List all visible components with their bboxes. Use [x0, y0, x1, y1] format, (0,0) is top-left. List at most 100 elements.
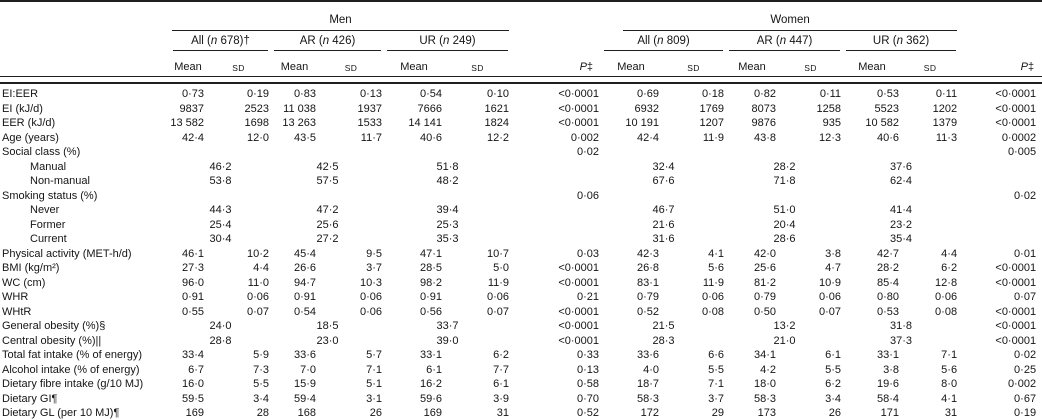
p-value: 0·58	[577, 378, 600, 391]
p-value: 0·02	[1014, 349, 1037, 362]
cell-value: 0·06	[702, 291, 725, 304]
cell-value: 0·13	[359, 88, 382, 101]
spacer-cell	[601, 145, 959, 160]
subgroup-label: AR (	[299, 35, 323, 48]
table-row: Former 25·4 25·6 25·3 21·6 20·4 23·2	[0, 218, 1042, 233]
cell-value: 0·91	[293, 291, 316, 304]
cell-value: 32·4	[652, 160, 675, 173]
cell-value: 85·4	[877, 276, 900, 289]
cell-value: 0·06	[246, 291, 269, 304]
sd-header: SD	[444, 51, 512, 77]
cell-value: 6·2	[825, 378, 842, 391]
subgroup-header-row: All (n 678)† AR (n 426) UR (n 249) All (…	[0, 31, 1042, 51]
cell-value: 34·1	[754, 349, 777, 362]
table-row: Physical activity (MET-h/d) 46·1 10·2 45·4 9…	[0, 247, 1042, 262]
cell-value: 5·1	[366, 378, 382, 391]
n-symbol: n	[322, 35, 330, 48]
cell-value: 18·7	[637, 378, 660, 391]
cell-value: 42·5	[316, 160, 339, 173]
cell-value: 83·1	[637, 276, 660, 289]
cell-value: 3·8	[883, 363, 900, 376]
p-header: P‡	[959, 51, 1042, 77]
row-label: WC (cm)	[2, 276, 46, 289]
cell-value: 0·06	[487, 291, 510, 304]
cell-value: 6·6	[708, 349, 725, 362]
subgroup-label: 249)	[449, 35, 476, 48]
sd-header: SD	[778, 51, 844, 77]
p-value: 0·01	[1014, 247, 1037, 260]
subgroup-label: 362)	[902, 35, 930, 48]
cell-value: 57·5	[316, 175, 339, 188]
cell-value: 71·8	[773, 175, 796, 188]
cell-value: 81·2	[754, 276, 777, 289]
p-value: 0·0002	[1001, 131, 1037, 144]
women-header-cell: Women	[601, 1, 959, 31]
row-label: Current	[30, 233, 67, 246]
spacer-cell	[0, 51, 170, 77]
subgroup-label: 809)	[663, 35, 690, 48]
cell-value: 10·2	[246, 247, 269, 260]
p-value: 0·02	[1014, 189, 1037, 202]
cell-value: 7666	[417, 102, 442, 115]
row-label: Age (years)	[2, 131, 59, 144]
cell-value: 0·11	[935, 88, 958, 101]
cell-value: 35·3	[436, 233, 459, 246]
cell-value: 42·4	[637, 131, 660, 144]
cell-value: 28·3	[652, 334, 675, 347]
table-row: Social class (%) 0·02 0·005	[0, 145, 1042, 160]
cell-value: 26·6	[293, 262, 316, 275]
cell-value: 21·0	[773, 334, 796, 347]
cell-value: 51·0	[773, 204, 796, 217]
cell-value: 11·0	[247, 276, 269, 289]
cell-value: 31·8	[890, 320, 913, 333]
cell-value: 59·6	[419, 392, 442, 405]
cell-value: 1207	[699, 117, 725, 130]
p-value: 0·21	[577, 291, 600, 304]
row-label: Dietary fibre intake (g/10 MJ)	[2, 378, 144, 391]
cell-value: 27·2	[316, 233, 339, 246]
cell-value: 42·7	[877, 247, 900, 260]
cell-value: 20·4	[773, 218, 796, 231]
mean-header: Mean	[384, 51, 444, 77]
subgroup-men-ar: AR (n 426)	[271, 31, 384, 51]
row-label: WHtR	[2, 305, 32, 318]
cell-value: 25·6	[316, 218, 339, 231]
cell-value: 26	[828, 407, 842, 420]
p-value	[959, 160, 1042, 175]
table-body: EI:EER 0·73 0·19 0·83 0·13 0·54 0·10 <0·0001 0·6…	[0, 83, 1042, 420]
row-label: Manual	[30, 160, 67, 173]
cell-value: 0·10	[487, 88, 510, 101]
cell-value: 18·5	[316, 320, 339, 333]
cell-value: 27·3	[181, 262, 204, 275]
n-symbol: n	[210, 35, 218, 48]
cell-value: 172	[640, 407, 660, 420]
cell-value: 4·1	[708, 247, 725, 260]
row-label: Physical activity (MET-h/d)	[2, 247, 132, 260]
p-value	[511, 203, 601, 218]
cell-value: 25·3	[436, 218, 459, 231]
p-value: <0·0001	[995, 320, 1037, 333]
cell-value: 3·4	[253, 392, 269, 405]
cell-value: 11 038	[283, 102, 316, 115]
subgroup-label: 447)	[786, 35, 813, 48]
cell-value: 1698	[244, 117, 269, 130]
cell-value: 9·5	[366, 247, 382, 260]
table-row: Manual 46·2 42·5 51·8 32·4 28·2 37·6	[0, 160, 1042, 175]
p-value: <0·0001	[995, 276, 1037, 289]
table-row: Central obesity (%)|| 28·8 23·0 39·0 <0·0001…	[0, 334, 1042, 349]
dagger-mark: ‡	[586, 60, 594, 73]
cell-value: 0·82	[754, 88, 777, 101]
cell-value: 46·7	[652, 204, 675, 217]
p-value: 0·002	[1007, 378, 1037, 391]
cell-value: 12·2	[487, 131, 510, 144]
cell-value: 1769	[699, 102, 725, 115]
row-label: Alcohol intake (% of energy)	[2, 363, 140, 376]
p-value: <0·0001	[558, 117, 600, 130]
dagger-mark: ‡	[1027, 60, 1035, 73]
cell-value: 5·6	[941, 363, 958, 376]
cell-value: 0·06	[819, 291, 842, 304]
cell-value: 45·4	[293, 247, 316, 260]
row-label: Smoking status (%)	[2, 189, 98, 202]
